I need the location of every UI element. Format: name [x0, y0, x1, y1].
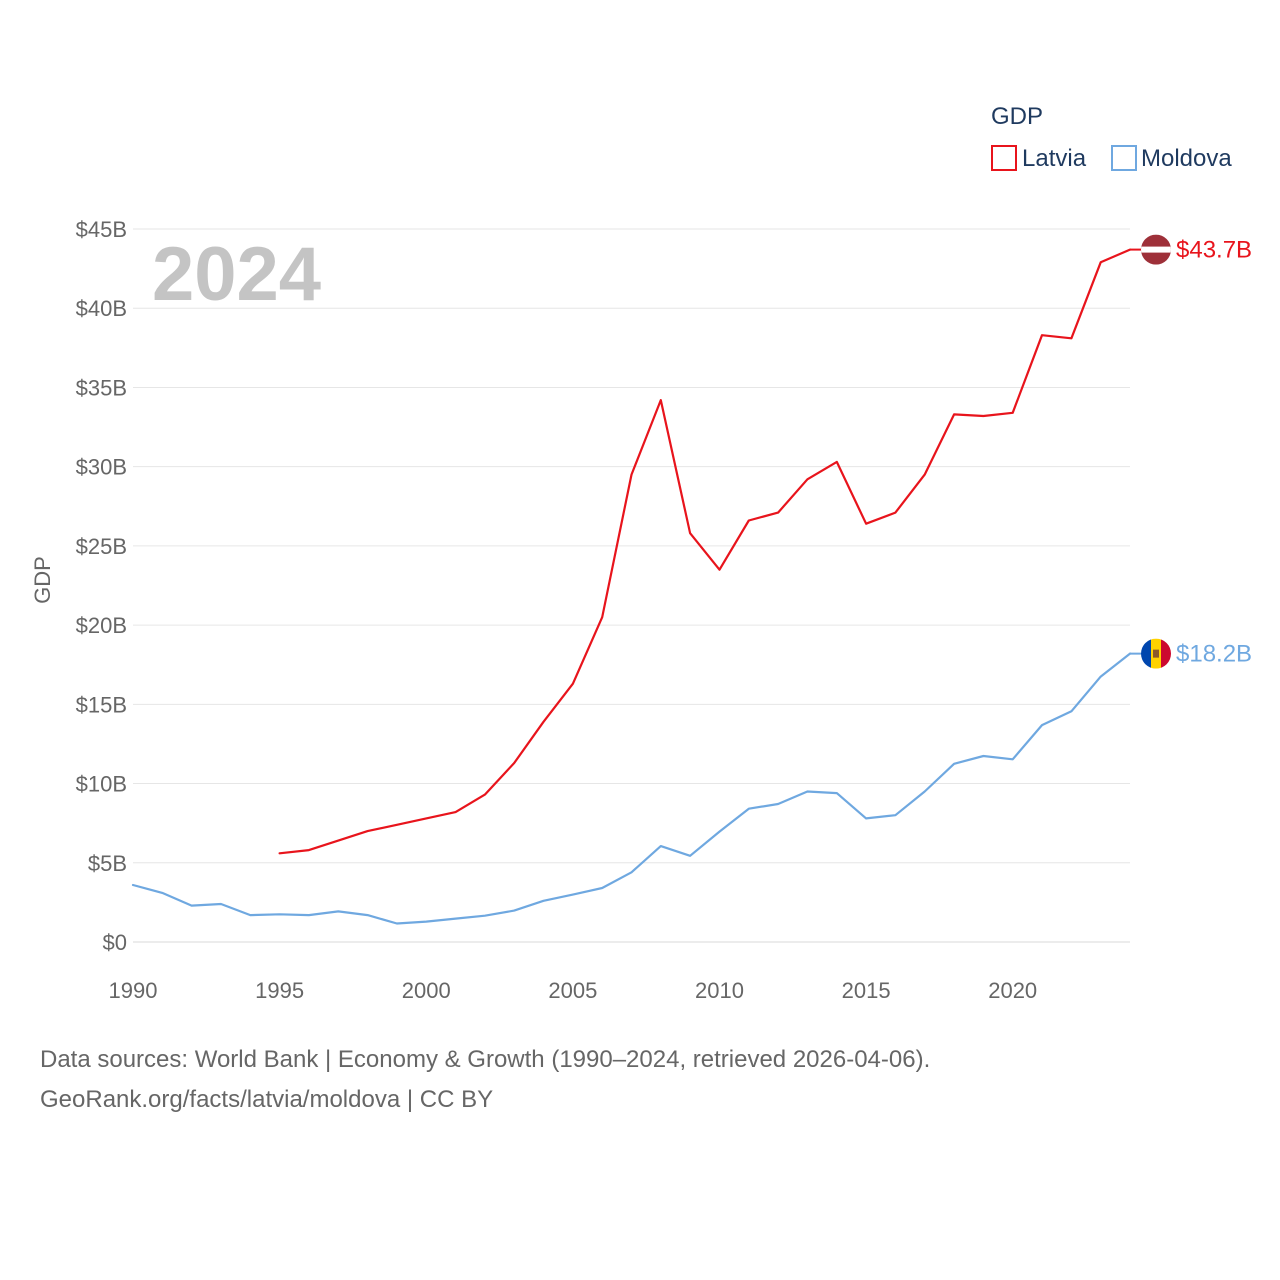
legend-label-moldova[interactable]: Moldova	[1141, 145, 1232, 172]
legend-swatch-moldova[interactable]	[1111, 145, 1137, 171]
x-tick-label: 1995	[255, 978, 304, 1003]
y-tick-label: $0	[103, 930, 127, 955]
x-tick-label: 2010	[695, 978, 744, 1003]
series-group	[131, 248, 1132, 925]
grid	[133, 228, 1130, 943]
x-tick-label: 2005	[548, 978, 597, 1003]
end-value-label-latvia: $43.7B	[1176, 237, 1252, 264]
series-line-latvia[interactable]	[278, 248, 1132, 855]
legend: GDP Latvia Moldova	[991, 103, 1232, 172]
x-tick-label: 2020	[988, 978, 1037, 1003]
y-tick-label: $10B	[76, 772, 127, 797]
y-tick-label: $30B	[76, 455, 127, 480]
x-tick-label: 1990	[109, 978, 158, 1003]
end-value-label-moldova: $18.2B	[1176, 641, 1252, 668]
legend-title: GDP	[991, 103, 1043, 130]
year-label: 2024	[152, 232, 321, 317]
x-axis: 1990 1995 2000 2005 2010 2015 2020	[109, 978, 1038, 1003]
y-tick-label: $20B	[76, 613, 127, 638]
y-axis-label: GDP	[30, 556, 55, 604]
y-tick-label: $5B	[88, 851, 127, 876]
y-tick-label: $35B	[76, 375, 127, 400]
end-markers: $43.7B $18.2B	[1130, 234, 1252, 669]
y-axis: $0 $5B $10B $15B $20B $25B $30B $35B $40B $45B	[76, 217, 127, 955]
source-note: Data sources: World Bank | Economy & Gro…	[40, 1040, 930, 1120]
x-tick-label: 2000	[402, 978, 451, 1003]
series-line-moldova[interactable]	[131, 652, 1132, 925]
moldova-flag-icon	[1141, 638, 1171, 669]
x-tick-label: 2015	[842, 978, 891, 1003]
source-line-1: Data sources: World Bank | Economy & Gro…	[40, 1046, 931, 1073]
legend-label-latvia[interactable]: Latvia	[1022, 145, 1087, 172]
source-line-2: GeoRank.org/facts/latvia/moldova | CC BY	[40, 1086, 494, 1113]
y-tick-label: $40B	[76, 296, 127, 321]
y-tick-label: $15B	[76, 692, 127, 717]
y-tick-label: $25B	[76, 534, 127, 559]
y-tick-label: $45B	[76, 217, 127, 242]
legend-swatch-latvia[interactable]	[991, 145, 1017, 171]
latvia-flag-icon	[1141, 234, 1171, 265]
